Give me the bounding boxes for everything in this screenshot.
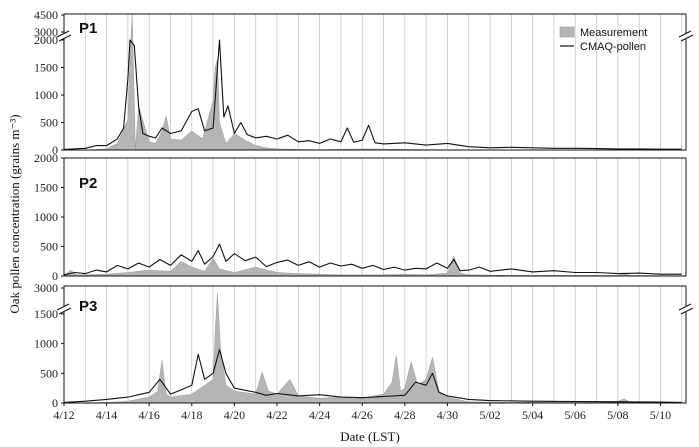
axis-break-gap xyxy=(680,33,692,39)
x-tick-label: 4/22 xyxy=(266,408,287,422)
x-tick-label: 4/24 xyxy=(309,408,330,422)
tick-labels: 050010001500200030004500P105001000150020… xyxy=(34,8,671,422)
series-measurement-P2 xyxy=(63,255,683,277)
x-tick-label: 4/16 xyxy=(139,408,160,422)
panel-frame-P2 xyxy=(63,157,687,277)
x-tick-label: 4/18 xyxy=(181,408,202,422)
x-axis-title: Date (LST) xyxy=(340,429,400,444)
y-tick-label: 500 xyxy=(40,240,58,254)
y-tick-label: 500 xyxy=(40,116,58,130)
y-tick-label: 1000 xyxy=(34,210,58,224)
x-tick-label: 4/30 xyxy=(437,408,458,422)
series-cmaq-P3 xyxy=(63,349,682,403)
legend-label-cmaq: CMAQ-pollen xyxy=(580,41,646,53)
series-cmaq-P2 xyxy=(63,243,682,276)
data-layer xyxy=(63,13,683,404)
y-tick-label: 3000 xyxy=(34,25,58,39)
x-tick-label: 4/26 xyxy=(352,408,373,422)
axis-break-mark xyxy=(678,303,692,311)
x-tick-label: 4/14 xyxy=(96,408,117,422)
panel-label-P2: P2 xyxy=(79,175,97,192)
axis-break-mark xyxy=(56,30,70,38)
y-tick-label: 1000 xyxy=(34,337,58,351)
y-tick-label: 1500 xyxy=(34,181,58,195)
y-tick-label: 500 xyxy=(40,366,58,380)
x-tick-label: 5/06 xyxy=(565,408,586,422)
y-tick-label: 0 xyxy=(52,396,58,410)
axis-break-gap xyxy=(58,33,70,39)
axis-break-mark xyxy=(678,30,692,38)
x-tick-label: 4/12 xyxy=(53,408,74,422)
day-gridlines xyxy=(84,14,683,403)
legend: Measurement CMAQ-pollen xyxy=(559,26,647,53)
y-tick-label: 2000 xyxy=(34,151,58,165)
series-measurement-P3 xyxy=(63,292,682,404)
axis-break-mark xyxy=(56,303,70,311)
y-tick-label: 3000 xyxy=(34,281,58,295)
axis-break-gap xyxy=(680,306,692,312)
y-tick-label: 1000 xyxy=(34,88,58,102)
legend-label-measurement: Measurement xyxy=(580,27,647,39)
panel-label-P1: P1 xyxy=(79,20,97,37)
y-tick-label: 2000 xyxy=(34,33,58,47)
x-tick-label: 5/02 xyxy=(479,408,500,422)
y-tick-label: 1500 xyxy=(34,61,58,75)
legend-swatch-measurement xyxy=(559,26,575,38)
panel-frame-P3 xyxy=(63,285,687,404)
series-measurement-P1 xyxy=(64,13,682,151)
y-tick-label: 0 xyxy=(52,269,58,283)
x-tick-label: 4/28 xyxy=(394,408,415,422)
axis-break-mark xyxy=(680,307,694,315)
y-tick-label: 4500 xyxy=(34,8,58,22)
y-tick-label: 1500 xyxy=(34,307,58,321)
panel-label-P3: P3 xyxy=(79,298,97,315)
x-tick-label: 5/10 xyxy=(650,408,671,422)
panel-frame-P1 xyxy=(63,13,687,151)
axis-break-mark xyxy=(58,307,72,315)
y-tick-label: 0 xyxy=(52,143,58,157)
series-cmaq-P1 xyxy=(63,39,682,150)
axis-break-gap xyxy=(58,306,70,312)
x-tick-label: 4/20 xyxy=(224,408,245,422)
y-axis-title: Oak pollen concentration (grains m⁻³) xyxy=(7,114,22,313)
x-tick-label: 5/08 xyxy=(607,408,628,422)
panel-frames xyxy=(56,13,694,404)
x-tick-label: 5/04 xyxy=(522,408,543,422)
axis-break-mark xyxy=(680,34,694,42)
